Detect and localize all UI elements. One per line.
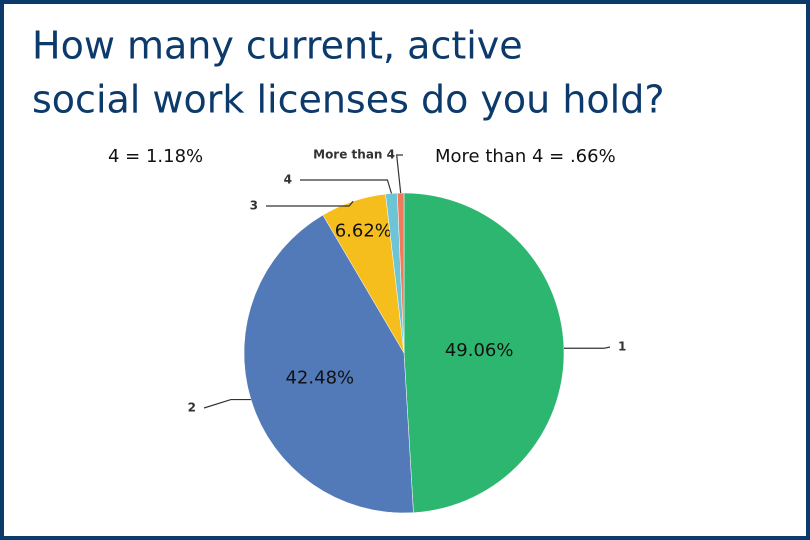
leader-line	[300, 179, 393, 194]
category-label: 3	[250, 199, 258, 213]
category-label: 1	[618, 340, 626, 354]
category-label: 4	[284, 173, 292, 187]
annotation: More than 4 = .66%	[435, 146, 616, 167]
value-label: 6.62%	[335, 221, 392, 242]
pie-slice	[397, 192, 405, 354]
leader-line	[396, 154, 403, 194]
leader-line	[203, 398, 251, 409]
pie-slice	[243, 214, 414, 514]
pie-slice	[403, 192, 565, 513]
annotation: 4 = 1.18%	[108, 146, 203, 167]
leader-line	[563, 346, 611, 349]
leader-line	[266, 200, 354, 207]
chart-title: social work licenses do you hold?	[32, 78, 665, 122]
category-label: More than 4	[313, 148, 395, 162]
value-label: 42.48%	[285, 368, 354, 389]
chart-title: How many current, active	[32, 24, 523, 68]
value-label: 49.06%	[445, 340, 514, 361]
category-label: 2	[188, 401, 196, 415]
